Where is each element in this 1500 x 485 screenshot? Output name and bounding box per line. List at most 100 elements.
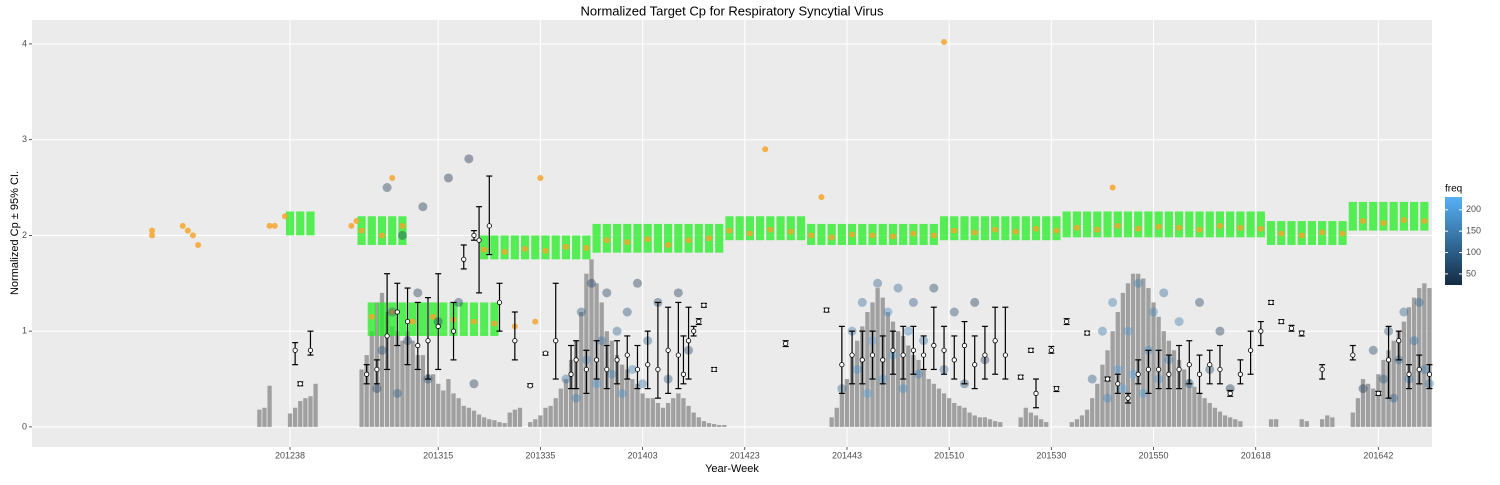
error-mean [696,318,702,325]
error-mean [921,352,927,358]
bar [947,398,952,427]
error-mean [890,347,896,353]
error-bar [297,381,304,387]
error-bar [1237,359,1244,385]
bar [502,423,507,427]
bar [1330,417,1335,427]
error-mean [1248,347,1254,353]
point [665,241,672,248]
error-mean [1018,374,1024,380]
bar [589,259,594,427]
bar [1320,419,1325,427]
range-band [439,302,448,336]
point [685,237,692,244]
error-bar [1298,330,1305,337]
error-bar [384,273,391,371]
range-band [1083,211,1092,238]
freq-point [372,384,382,394]
freq-point [638,379,648,389]
error-bar [394,282,401,347]
error-bar [675,301,682,390]
range-band [398,302,407,336]
freq-point [1399,307,1409,317]
error-mean [1237,371,1243,377]
freq-point [397,230,407,240]
error-bar [573,340,580,390]
error-bar [414,301,421,371]
error-bar [869,330,876,380]
error-mean [992,338,998,344]
point [1421,218,1428,225]
point [430,313,437,320]
range-band [377,216,387,245]
y-tick-label: 2 [22,230,27,240]
range-band [572,235,581,260]
error-mean [961,342,968,349]
point [1257,225,1264,232]
bar [1120,292,1126,427]
error-bar [1227,389,1234,397]
error-mean [512,338,518,344]
point [726,227,733,234]
point [992,226,999,233]
error-bar [1114,373,1121,394]
range-band [1144,211,1153,238]
error-mean [675,352,681,358]
error-bar [634,344,641,390]
error-mean [364,371,370,377]
freq-point [893,283,903,293]
error-mean [604,366,610,373]
range-band [1185,211,1194,238]
error-bar [1349,344,1356,361]
bar [364,355,369,427]
bar [1151,302,1156,427]
error-mean [1319,366,1325,373]
bar [287,413,293,427]
bar [650,398,655,427]
bar [441,390,446,427]
point [787,228,794,235]
range-band [1420,201,1429,231]
error-bar [1319,364,1326,380]
bar [507,412,512,427]
bar [875,288,880,427]
point [644,236,651,243]
range-band [1062,211,1071,238]
error-bar [363,364,370,385]
range-band [1369,201,1378,231]
error-bar [1206,349,1213,385]
freq-point [913,369,923,379]
bar [1074,419,1080,427]
bar [369,331,374,427]
bar [1095,383,1100,427]
point [501,248,508,255]
error-mean [527,383,533,389]
error-bar [1124,392,1131,404]
freq-point [1113,364,1123,374]
point [379,232,385,239]
range-band [1246,211,1255,238]
range-band [1389,201,1398,231]
range-band [398,216,407,245]
bar [497,422,502,427]
freq-point [929,283,939,293]
error-mean [307,347,314,353]
freq-point [1409,336,1419,346]
error-bar [1257,320,1264,347]
freq-point [592,379,602,389]
error-mean [1217,366,1223,373]
point [818,194,825,201]
freq-point [632,278,642,288]
freq-point [377,345,387,355]
point [889,233,896,240]
range-band [899,223,908,245]
error-mean [624,352,630,358]
point [1053,227,1060,234]
range-band [1256,211,1265,238]
error-mean [1278,318,1284,325]
bar [446,379,451,427]
bar [717,424,722,427]
bar [992,421,998,427]
freq-point [602,288,612,298]
range-band [1042,216,1051,241]
